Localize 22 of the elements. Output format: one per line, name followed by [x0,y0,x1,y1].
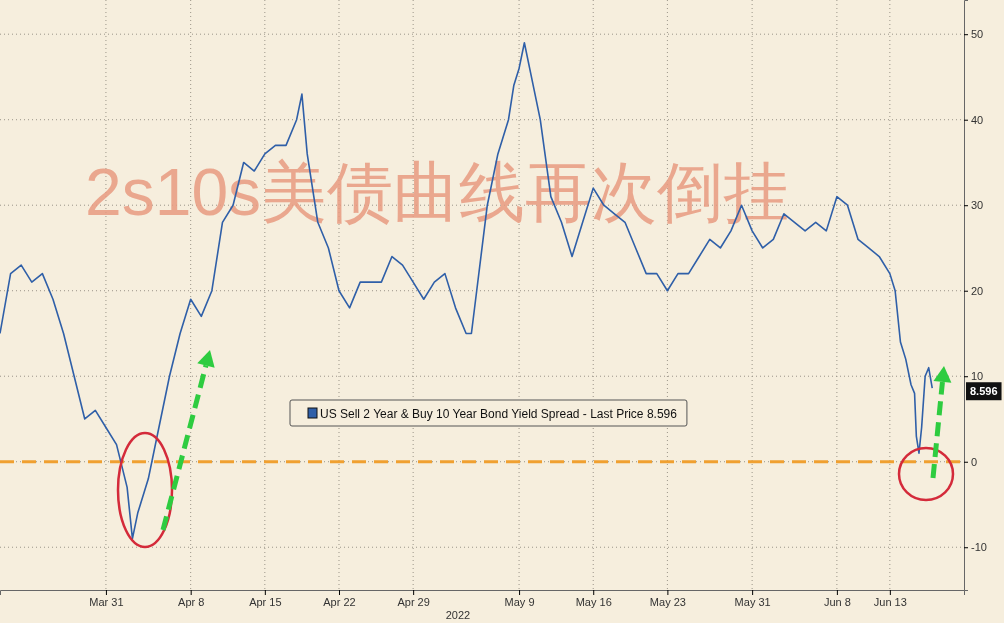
y-tick-label: 30 [971,199,984,212]
legend-label: US Sell 2 Year & Buy 10 Year Bond Yield Spread - Last Price 8.596 [320,407,678,421]
text: 8.596 [970,385,998,398]
y-tick-label: -10 [971,541,987,554]
x-tick-label: May 16 [575,595,612,608]
x-tick-label: Apr 8 [178,595,205,608]
text: 2022 [445,609,471,621]
x-tick-label: May 9 [504,595,535,608]
x-tick-label: May 31 [734,595,771,608]
x-tick-label: Jun 8 [823,595,851,608]
x-tick-label: Apr 15 [249,595,282,608]
y-tick-label: 40 [971,113,984,126]
y-tick-label: 10 [971,370,984,383]
y-tick-label: 50 [971,28,984,41]
x-tick-label: Mar 31 [89,595,124,608]
y-tick-label: 20 [971,284,984,297]
x-tick-label: May 23 [649,595,686,608]
x-tick-label: Apr 29 [397,595,430,608]
line-series [0,41,934,540]
y-tick-label: 0 [971,455,978,468]
x-tick-label: Jun 13 [873,595,907,608]
x-tick-label: Apr 22 [323,595,356,608]
